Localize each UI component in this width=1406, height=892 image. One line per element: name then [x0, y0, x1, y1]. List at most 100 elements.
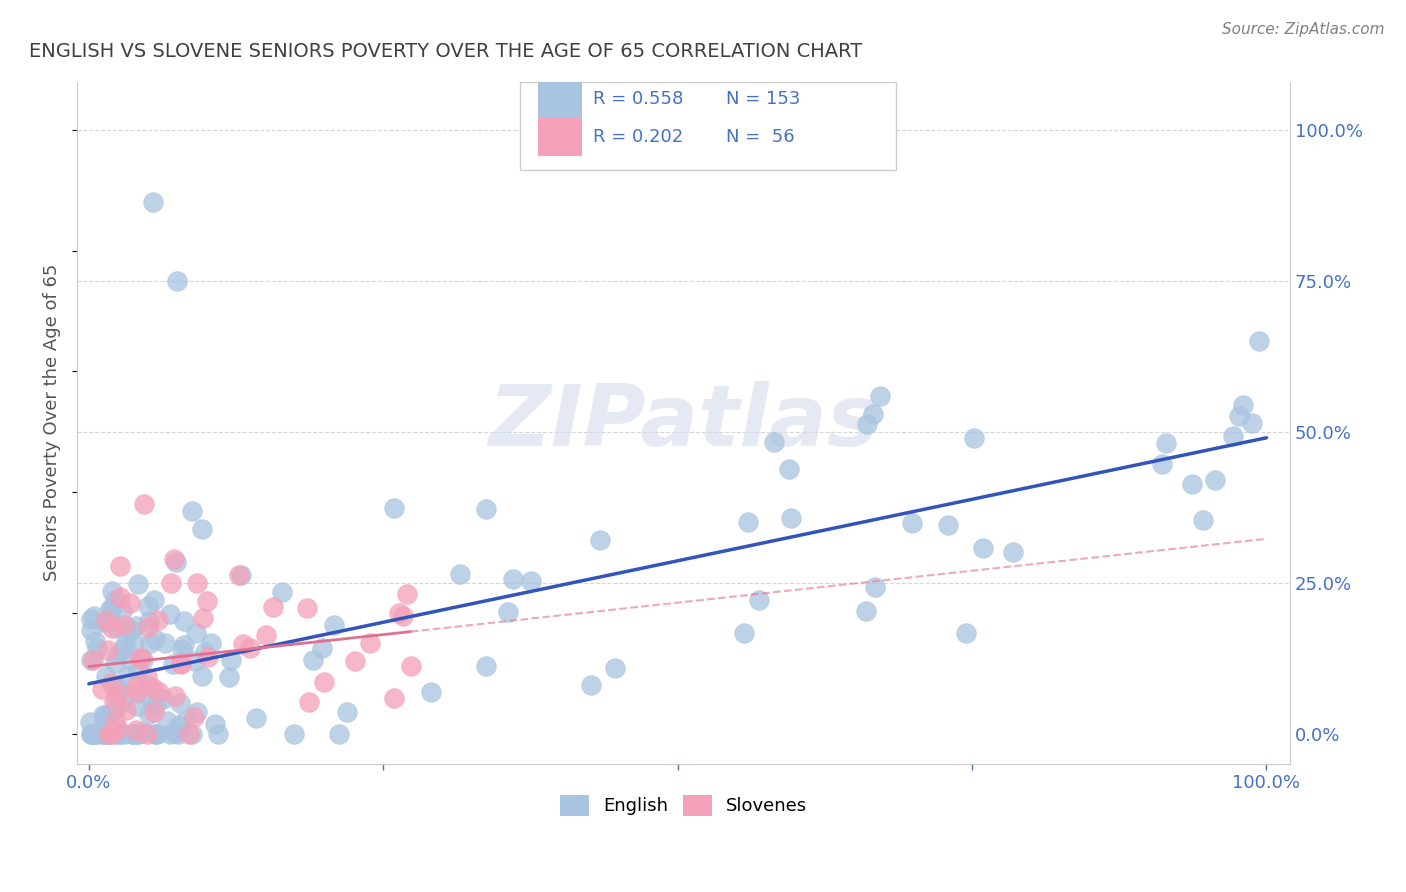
FancyBboxPatch shape — [538, 79, 582, 118]
Point — [748, 593, 770, 607]
Point — [963, 431, 986, 445]
Point — [763, 434, 786, 449]
Point — [388, 606, 411, 620]
Point — [93, 710, 115, 724]
Point — [449, 566, 471, 581]
Point — [112, 726, 135, 740]
Point — [121, 726, 143, 740]
Point — [105, 621, 128, 635]
Point — [1241, 416, 1264, 430]
FancyBboxPatch shape — [520, 82, 896, 170]
Text: N = 153: N = 153 — [725, 89, 800, 108]
Point — [82, 726, 104, 740]
Point — [955, 626, 977, 640]
Point — [855, 604, 877, 618]
Point — [112, 642, 135, 657]
Point — [162, 726, 184, 740]
Point — [114, 637, 136, 651]
Point — [170, 657, 193, 672]
Point — [105, 701, 128, 715]
Y-axis label: Seniors Poverty Over the Age of 65: Seniors Poverty Over the Age of 65 — [44, 264, 60, 582]
Point — [312, 674, 335, 689]
Point — [1247, 334, 1270, 349]
Point — [141, 693, 163, 707]
Point — [107, 647, 129, 661]
Point — [132, 724, 155, 739]
Point — [124, 618, 146, 632]
Point — [86, 641, 108, 656]
Point — [80, 726, 103, 740]
Point — [382, 690, 405, 705]
Point — [159, 607, 181, 622]
Point — [207, 726, 229, 740]
Point — [100, 584, 122, 599]
Point — [107, 687, 129, 701]
Point — [170, 657, 193, 671]
Point — [328, 726, 350, 740]
Point — [145, 697, 167, 711]
Point — [605, 661, 627, 675]
Point — [134, 497, 156, 511]
Point — [474, 659, 496, 673]
Point — [159, 726, 181, 740]
Point — [104, 656, 127, 670]
Point — [184, 625, 207, 640]
Point — [173, 614, 195, 628]
Point — [80, 612, 103, 626]
Point — [86, 726, 108, 740]
Point — [127, 664, 149, 678]
Text: ZIPatlas: ZIPatlas — [488, 381, 879, 465]
Point — [780, 511, 803, 525]
Point — [115, 703, 138, 717]
Point — [107, 679, 129, 693]
Point — [111, 604, 134, 618]
Point — [139, 636, 162, 650]
Point — [108, 726, 131, 740]
Point — [186, 705, 208, 719]
Point — [97, 726, 120, 740]
Point — [79, 623, 101, 637]
Point — [475, 501, 498, 516]
Point — [166, 274, 188, 288]
Point — [733, 625, 755, 640]
Point — [382, 501, 405, 516]
Point — [153, 636, 176, 650]
Point — [283, 726, 305, 740]
Point — [145, 726, 167, 740]
Point — [100, 723, 122, 737]
Point — [167, 718, 190, 732]
Point — [82, 653, 104, 667]
Point — [219, 653, 242, 667]
Point — [420, 684, 443, 698]
Point — [93, 726, 115, 740]
Point — [96, 726, 118, 740]
Point — [136, 670, 159, 684]
Point — [359, 636, 381, 650]
Point — [195, 594, 218, 608]
Point — [737, 515, 759, 529]
Point — [136, 599, 159, 614]
Point — [111, 694, 134, 708]
Point — [104, 593, 127, 607]
Point — [146, 726, 169, 740]
Point — [295, 601, 318, 615]
Point — [96, 726, 118, 740]
Point — [132, 653, 155, 667]
Point — [112, 617, 135, 632]
Point — [143, 632, 166, 646]
Point — [97, 615, 120, 629]
Point — [127, 726, 149, 740]
Text: ENGLISH VS SLOVENE SENIORS POVERTY OVER THE AGE OF 65 CORRELATION CHART: ENGLISH VS SLOVENE SENIORS POVERTY OVER … — [28, 42, 862, 61]
Point — [156, 714, 179, 728]
Point — [197, 650, 219, 665]
Point — [122, 726, 145, 740]
Point — [104, 726, 127, 740]
Point — [167, 726, 190, 740]
Point — [104, 726, 127, 740]
Point — [80, 726, 103, 740]
Point — [863, 580, 886, 594]
Text: R = 0.558: R = 0.558 — [592, 89, 683, 108]
Point — [218, 670, 240, 684]
Point — [98, 726, 121, 740]
Point — [118, 653, 141, 667]
